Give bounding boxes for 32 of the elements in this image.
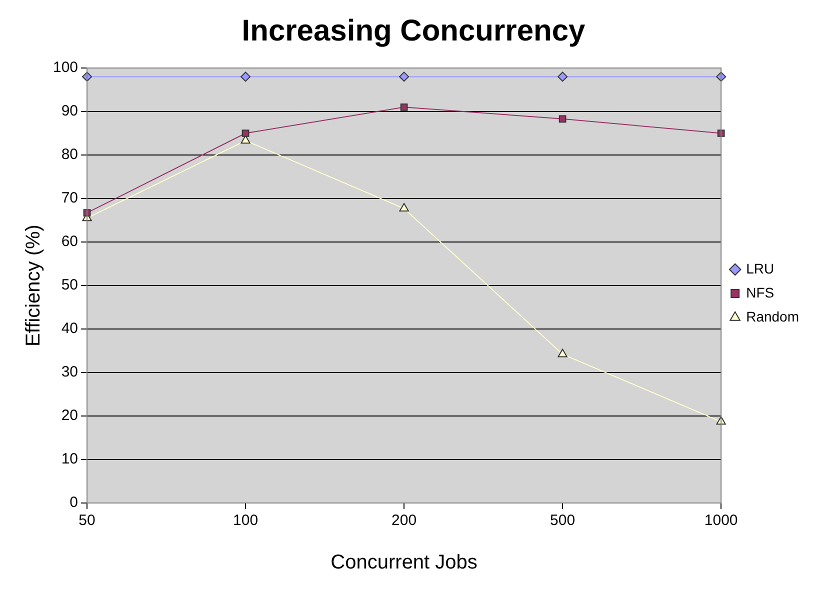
- point: [399, 72, 410, 82]
- point: [240, 72, 251, 82]
- point: [717, 130, 725, 137]
- legend-label: Random: [746, 308, 800, 324]
- x-tick-label: 100: [233, 512, 258, 530]
- y-tick-label: 60: [61, 233, 78, 250]
- point: [399, 203, 409, 212]
- point: [400, 103, 408, 111]
- y-tick-label: 0: [70, 494, 78, 512]
- x-axis-title: Concurrent Jobs: [330, 552, 478, 574]
- y-tick-label: 70: [61, 190, 78, 207]
- point: [558, 72, 568, 82]
- y-tick-label: 30: [61, 364, 78, 381]
- x-tick-label: 200: [392, 512, 417, 530]
- y-tick-label: 10: [61, 450, 78, 468]
- x-tick-label: 50: [78, 512, 96, 530]
- y-tick-label: 90: [61, 102, 78, 120]
- point: [240, 135, 250, 144]
- y-axis-title: Efficiency (%): [22, 224, 45, 346]
- legend-label: NFS: [746, 284, 774, 300]
- y-tick-label: 80: [61, 146, 78, 164]
- chart-title: Increasing Concurrency: [242, 14, 586, 48]
- y-tick-label: 40: [61, 320, 78, 338]
- point: [558, 348, 568, 358]
- x-tick-label: 1000: [704, 512, 738, 530]
- y-tick-label: 50: [61, 276, 78, 294]
- x-tick-label: 500: [550, 512, 576, 530]
- y-tick-label: 20: [61, 407, 78, 424]
- legend-label: LRU: [746, 260, 774, 276]
- point: [242, 130, 250, 137]
- y-tick-label: 100: [52, 59, 78, 76]
- point: [558, 115, 566, 123]
